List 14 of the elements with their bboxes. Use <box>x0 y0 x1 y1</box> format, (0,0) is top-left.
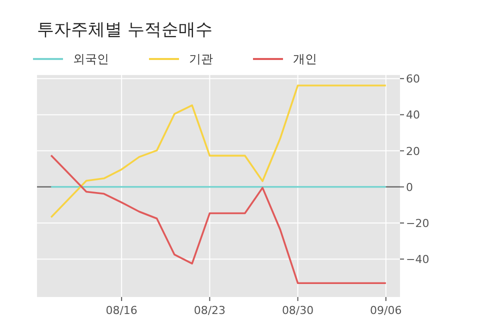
y-tick-label: −20 <box>406 217 430 230</box>
y-tick-label: 60 <box>406 72 420 86</box>
x-tick-label: 08/16 <box>106 304 138 317</box>
y-tick-label: 40 <box>406 108 420 122</box>
x-tick-label: 09/06 <box>370 304 402 317</box>
y-tick-label: 0 <box>406 180 413 194</box>
x-tick-label: 08/23 <box>194 304 226 317</box>
y-tick-label: −40 <box>406 253 430 266</box>
y-tick-label: 20 <box>406 144 420 158</box>
x-tick-label: 08/30 <box>282 304 314 317</box>
chart-title: 투자주체별 누적순매수 <box>37 20 212 40</box>
legend-label: 기관 <box>189 52 213 66</box>
legend-label: 개인 <box>293 52 317 66</box>
legend-label: 외국인 <box>73 52 109 66</box>
